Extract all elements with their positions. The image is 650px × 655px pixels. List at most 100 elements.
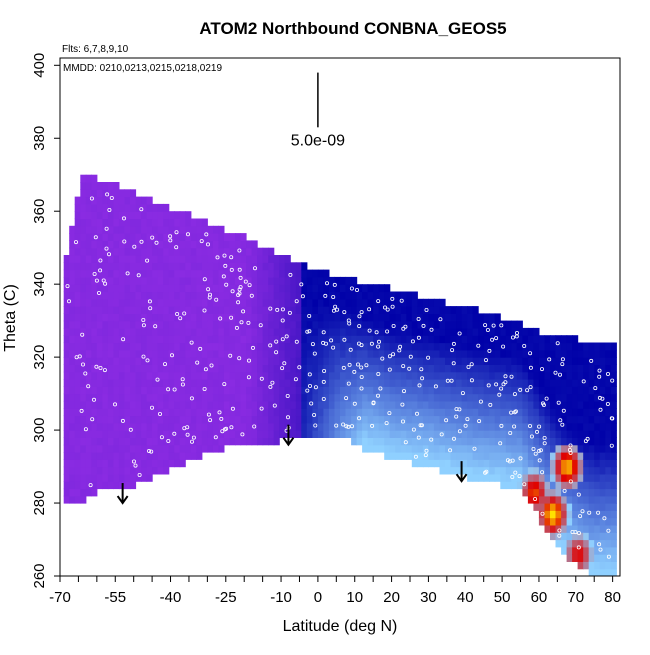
field-cell xyxy=(494,349,501,358)
field-cell xyxy=(196,400,203,409)
field-cell xyxy=(555,408,562,417)
field-cell xyxy=(80,269,87,278)
field-cell xyxy=(69,262,76,271)
field-cell xyxy=(69,342,76,351)
field-cell xyxy=(433,430,440,438)
field-cell xyxy=(472,386,479,395)
field-cell xyxy=(113,218,120,227)
field-cell xyxy=(334,306,341,314)
field-cell xyxy=(500,357,507,365)
field-cell xyxy=(251,284,258,293)
field-cell xyxy=(538,357,545,365)
field-cell xyxy=(340,386,347,395)
field-cell xyxy=(113,182,120,190)
field-cell xyxy=(262,386,269,395)
field-cell xyxy=(135,357,142,365)
field-cell xyxy=(356,335,363,344)
field-cell xyxy=(168,255,175,263)
field-cell xyxy=(96,393,103,402)
field-cell xyxy=(124,196,131,205)
field-cell xyxy=(500,459,507,468)
field-cell xyxy=(306,342,313,351)
field-cell xyxy=(583,386,590,395)
field-cell xyxy=(207,444,214,453)
field-cell xyxy=(538,430,545,438)
field-cell xyxy=(367,349,374,358)
field-cell xyxy=(273,415,280,424)
field-cell xyxy=(118,255,125,263)
field-cell xyxy=(229,415,236,424)
field-cell xyxy=(467,335,474,344)
field-cell xyxy=(433,400,440,409)
field-cell xyxy=(450,466,457,475)
field-cell xyxy=(124,422,131,431)
field-cell xyxy=(566,495,573,504)
field-cell xyxy=(323,306,330,314)
field-cell xyxy=(317,342,324,351)
field-cell xyxy=(610,473,617,482)
field-cell xyxy=(433,342,440,351)
field-cell xyxy=(74,276,81,285)
field-cell xyxy=(229,408,236,417)
field-cell xyxy=(516,357,523,365)
field-cell xyxy=(312,269,319,278)
field-cell xyxy=(163,240,170,249)
field-cell xyxy=(118,430,125,438)
field-cell xyxy=(223,306,230,314)
field-cell xyxy=(572,459,579,468)
field-cell xyxy=(494,473,501,482)
field-cell xyxy=(599,546,606,555)
field-cell xyxy=(74,444,81,453)
sample-point xyxy=(175,311,180,316)
field-cell xyxy=(135,386,142,395)
field-cell xyxy=(533,459,540,468)
field-cell xyxy=(130,422,137,431)
field-cell xyxy=(301,320,308,329)
field-cell xyxy=(229,306,236,314)
sample-point xyxy=(542,435,547,440)
field-cell xyxy=(594,473,601,482)
field-cell xyxy=(550,488,557,497)
field-cell xyxy=(583,481,590,490)
sample-point xyxy=(217,410,222,415)
field-cell xyxy=(483,408,490,417)
sample-point xyxy=(444,418,449,423)
field-cell xyxy=(212,422,219,431)
field-cell xyxy=(74,386,81,395)
sample-point xyxy=(485,327,490,332)
field-cell xyxy=(356,313,363,322)
field-cell xyxy=(107,422,114,431)
field-cell xyxy=(152,342,159,351)
field-cell xyxy=(240,349,247,358)
field-cell xyxy=(118,459,125,468)
field-cell xyxy=(63,291,70,300)
field-cell xyxy=(312,371,319,380)
field-cell xyxy=(295,400,302,409)
field-cell xyxy=(594,561,601,570)
field-cell xyxy=(400,335,407,344)
field-cell xyxy=(417,327,424,336)
field-cell xyxy=(63,298,70,307)
field-cell xyxy=(135,255,142,263)
field-cell xyxy=(362,349,369,358)
field-cell xyxy=(85,225,92,234)
field-cell xyxy=(306,291,313,300)
field-cell xyxy=(218,225,225,234)
field-cell xyxy=(135,247,142,256)
field-cell xyxy=(351,342,358,351)
field-cell xyxy=(555,444,562,453)
field-cell xyxy=(74,437,81,446)
field-cell xyxy=(472,379,479,387)
field-cell xyxy=(422,335,429,344)
field-cell xyxy=(433,452,440,460)
field-cell xyxy=(467,422,474,431)
field-cell xyxy=(428,379,435,387)
field-cell xyxy=(461,335,468,344)
field-cell xyxy=(323,386,330,395)
field-cell xyxy=(566,430,573,438)
field-cell xyxy=(306,349,313,358)
field-cell xyxy=(483,430,490,438)
field-cell xyxy=(340,408,347,417)
field-cell xyxy=(80,393,87,402)
field-cell xyxy=(533,342,540,351)
